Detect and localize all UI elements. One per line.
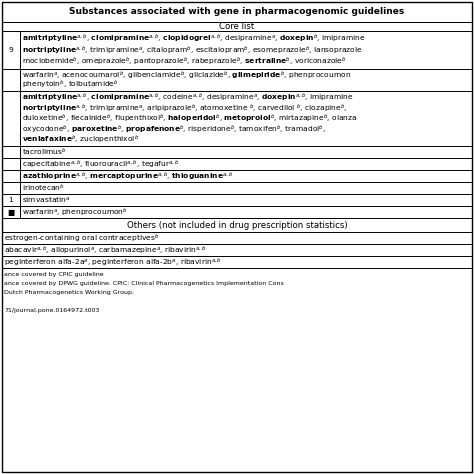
Text: $\bf{nortriptyline}$$^{a,b}$, trimipramine$^a$, aripiprazole$^b$, atomoxetine $^: $\bf{nortriptyline}$$^{a,b}$, trimiprami… bbox=[22, 102, 347, 115]
Text: $\bf{nortriptyline}$$^{a,b}$, trimipramine$^a$, citalopram$^b$, escitalopram$^b$: $\bf{nortriptyline}$$^{a,b}$, trimiprami… bbox=[22, 45, 363, 57]
Text: $\bf{venlafaxine}$$^b$, zuclopenthixol$^b$: $\bf{venlafaxine}$$^b$, zuclopenthixol$^… bbox=[22, 134, 139, 146]
Text: ■: ■ bbox=[8, 208, 15, 217]
Text: duloxetine$^b$, flecainide$^b$, flupenthixol$^b$, $\bf{haloperidol}$$^b$, $\bf{m: duloxetine$^b$, flecainide$^b$, flupenth… bbox=[22, 113, 357, 125]
Text: 1: 1 bbox=[9, 197, 13, 203]
Text: warfarin$^a$, phenprocoumon$^b$: warfarin$^a$, phenprocoumon$^b$ bbox=[22, 206, 128, 219]
Text: moclobemide$^b$, omeprazole$^b$, pantoprazole$^b$, rabeprazole$^b$, $\bf{sertral: moclobemide$^b$, omeprazole$^b$, pantopr… bbox=[22, 56, 346, 68]
Text: tacrolimus$^b$: tacrolimus$^b$ bbox=[22, 147, 67, 158]
Text: 9: 9 bbox=[9, 47, 13, 53]
Text: oxycodone$^b$, $\bf{paroxetine}$$^b$, $\bf{propafenone}$$^b$, risperidone$^b$, t: oxycodone$^b$, $\bf{paroxetine}$$^b$, $\… bbox=[22, 123, 326, 136]
Text: Substances associated with gene in pharmacogenomic guidelines: Substances associated with gene in pharm… bbox=[69, 7, 405, 16]
Text: ance covered by CPIC guideline: ance covered by CPIC guideline bbox=[4, 272, 104, 277]
Text: phenytoin$^b$, tolbutamide$^b$: phenytoin$^b$, tolbutamide$^b$ bbox=[22, 79, 119, 91]
Text: 71/journal.pone.0164972.t003: 71/journal.pone.0164972.t003 bbox=[4, 308, 100, 313]
Text: Others (not included in drug prescription statistics): Others (not included in drug prescriptio… bbox=[127, 220, 347, 229]
Text: irinotecan$^b$: irinotecan$^b$ bbox=[22, 183, 65, 194]
Text: simvastatin$^a$: simvastatin$^a$ bbox=[22, 195, 71, 205]
Text: peginterferon alfa-2a$^a$, peginterferon alfa-2b$^a$, ribavirin$^{a,b}$: peginterferon alfa-2a$^a$, peginterferon… bbox=[4, 256, 222, 269]
Text: $\bf{azathioprine}$$^{a,b}$, $\bf{mercaptopurine}$$^{a,b}$, $\bf{thioguanine}$$^: $\bf{azathioprine}$$^{a,b}$, $\bf{mercap… bbox=[22, 170, 233, 182]
Text: warfarin$^a$, acenocoumarol$^b$, glibenclamide$^b$, gliclazide$^b$, $\bf{glimepi: warfarin$^a$, acenocoumarol$^b$, glibenc… bbox=[22, 70, 351, 82]
Text: Dutch Pharmacogenetics Working Group.: Dutch Pharmacogenetics Working Group. bbox=[4, 290, 134, 295]
Text: abacavir$^{a,b}$, allopurinol$^a$, carbamazepine$^a$, ribavirin$^{a,b}$: abacavir$^{a,b}$, allopurinol$^a$, carba… bbox=[4, 244, 206, 256]
Text: capecitabine$^{a,b}$, fluorouracil$^{a,b}$, tegafur$^{a,b}$: capecitabine$^{a,b}$, fluorouracil$^{a,b… bbox=[22, 158, 180, 171]
Text: estrogen-containing oral contraceptives$^b$: estrogen-containing oral contraceptives$… bbox=[4, 232, 159, 245]
Text: $\bf{amitriptyline}$$^{a,b}$, $\bf{clomipramine}$$^{a,b}$, $\bf{clopidogrel}$$^{: $\bf{amitriptyline}$$^{a,b}$, $\bf{clomi… bbox=[22, 33, 365, 45]
Text: Core list: Core list bbox=[219, 21, 255, 30]
Text: ance covered by DPWG guideline. CPIC: Clinical Pharmacogenetics Implementation C: ance covered by DPWG guideline. CPIC: Cl… bbox=[4, 281, 284, 286]
Text: $\bf{amitriptyline}$$^{a,b}$, $\bf{clomipramine}$$^{a,b}$, codeine$^{a,b}$, desi: $\bf{amitriptyline}$$^{a,b}$, $\bf{clomi… bbox=[22, 92, 354, 104]
